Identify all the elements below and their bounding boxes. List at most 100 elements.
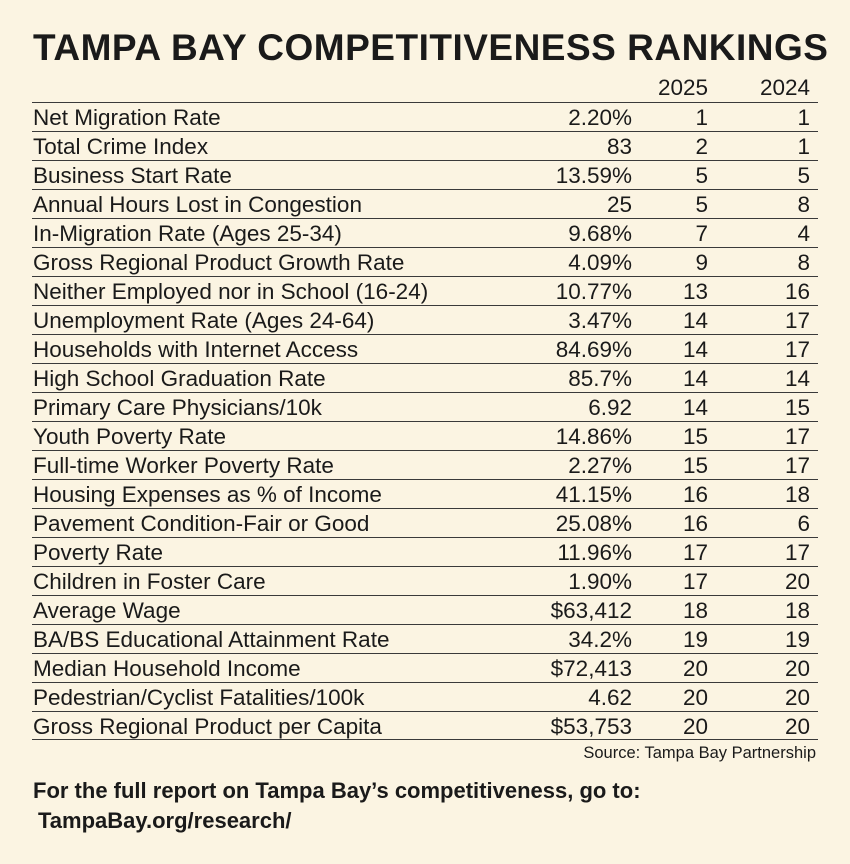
row-label: Households with Internet Access [33, 337, 359, 362]
row-value: 41.15% [555, 482, 632, 507]
row-label: Primary Care Physicians/10k [33, 395, 322, 420]
row-rank-2024: 20 [784, 569, 810, 594]
table-row: Gross Regional Product Growth Rate 4.09% 9… [32, 247, 818, 276]
table-row: Households with Internet Access 84.69% 14 1… [32, 334, 818, 363]
row-label: In-Migration Rate (Ages 25-34) [33, 221, 342, 246]
row-rank-2025: 14 [682, 395, 708, 420]
row-rank-2025: 14 [682, 308, 708, 333]
row-rank-2024: 17 [784, 337, 810, 362]
row-rank-2025: 1 [695, 105, 708, 130]
row-label: Housing Expenses as % of Income [33, 482, 382, 507]
row-value: 85.7% [568, 366, 632, 391]
row-value: 13.59% [555, 163, 632, 188]
row-value: 84.69% [555, 337, 632, 362]
row-value: 25 [606, 192, 632, 217]
row-rank-2025: 16 [682, 511, 708, 536]
row-rank-2024: 14 [784, 366, 810, 391]
row-rank-2024: 20 [784, 685, 810, 710]
table-row: Poverty Rate 11.96% 17 17 [32, 537, 818, 566]
row-rank-2024: 15 [784, 395, 810, 420]
row-label: Neither Employed nor in School (16-24) [33, 279, 429, 304]
row-rank-2024: 17 [784, 540, 810, 565]
row-label: Total Crime Index [33, 134, 209, 159]
table-row: Primary Care Physicians/10k 6.92 14 15 [32, 392, 818, 421]
footer-note: For the full report on Tampa Bay’s compe… [33, 776, 641, 836]
table-row: Pavement Condition-Fair or Good 25.08% 16 6 [32, 508, 818, 537]
row-rank-2025: 2 [695, 134, 708, 159]
row-value: 4.62 [588, 685, 632, 710]
row-rank-2024: 6 [797, 511, 810, 536]
row-label: Gross Regional Product per Capita [33, 714, 382, 739]
table-row: Unemployment Rate (Ages 24-64) 3.47% 14 17 [32, 305, 818, 334]
row-rank-2024: 19 [784, 627, 810, 652]
row-rank-2024: 8 [797, 192, 810, 217]
row-rank-2024: 5 [797, 163, 810, 188]
row-rank-2024: 17 [784, 308, 810, 333]
row-rank-2025: 19 [682, 627, 708, 652]
row-label: Net Migration Rate [33, 105, 221, 130]
column-header-2024: 2024 [759, 75, 810, 100]
table-row: Neither Employed nor in School (16-24) 10… [32, 276, 818, 305]
row-rank-2025: 17 [682, 540, 708, 565]
table-row: Children in Foster Care 1.90% 17 20 [32, 566, 818, 595]
table-row: Business Start Rate 13.59% 5 5 [32, 160, 818, 189]
row-value: 3.47% [568, 308, 632, 333]
row-rank-2024: 16 [784, 279, 810, 304]
row-value: $72,413 [550, 656, 632, 681]
table-body: Net Migration Rate 2.20% 1 1 Total Crime Ind… [32, 102, 818, 740]
row-rank-2025: 20 [682, 656, 708, 681]
rankings-table: 2025 2024 Net Migration Rate 2.20% 1 1 Total… [32, 72, 818, 740]
row-rank-2024: 20 [784, 714, 810, 739]
column-header-2025: 2025 [657, 75, 708, 100]
row-rank-2025: 17 [682, 569, 708, 594]
row-rank-2024: 17 [784, 424, 810, 449]
table-row: Median Household Income $72,413 20 20 [32, 653, 818, 682]
row-label: Unemployment Rate (Ages 24-64) [33, 308, 375, 333]
table-row: Pedestrian/Cyclist Fatalities/100k 4.62 20… [32, 682, 818, 711]
row-rank-2024: 18 [784, 482, 810, 507]
row-rank-2024: 20 [784, 656, 810, 681]
row-label: Pedestrian/Cyclist Fatalities/100k [33, 685, 365, 710]
row-value: 14.86% [555, 424, 632, 449]
row-label: Annual Hours Lost in Congestion [33, 192, 362, 217]
row-value: $63,412 [550, 598, 632, 623]
row-label: Average Wage [33, 598, 181, 623]
row-rank-2025: 18 [682, 598, 708, 623]
row-label: Gross Regional Product Growth Rate [33, 250, 405, 275]
page-title: TAMPA BAY COMPETITIVENESS RANKINGS [33, 27, 829, 68]
row-rank-2024: 17 [784, 453, 810, 478]
row-label: Pavement Condition-Fair or Good [33, 511, 370, 536]
row-rank-2025: 15 [682, 424, 708, 449]
row-value: 2.27% [568, 453, 632, 478]
row-rank-2024: 4 [797, 221, 810, 246]
row-rank-2024: 18 [784, 598, 810, 623]
row-rank-2025: 5 [695, 192, 708, 217]
row-rank-2025: 16 [682, 482, 708, 507]
row-value: 10.77% [555, 279, 632, 304]
row-label: High School Graduation Rate [33, 366, 326, 391]
table-row: Average Wage $63,412 18 18 [32, 595, 818, 624]
table-row: Total Crime Index 83 2 1 [32, 131, 818, 160]
row-value: 9.68% [568, 221, 632, 246]
row-rank-2025: 5 [695, 163, 708, 188]
table-row: Youth Poverty Rate 14.86% 15 17 [32, 421, 818, 450]
row-value: 1.90% [568, 569, 632, 594]
row-label: Poverty Rate [33, 540, 164, 565]
table-row: Full-time Worker Poverty Rate 2.27% 15 17 [32, 450, 818, 479]
row-rank-2025: 15 [682, 453, 708, 478]
row-label: Youth Poverty Rate [33, 424, 227, 449]
table-row: Housing Expenses as % of Income 41.15% 16 1… [32, 479, 818, 508]
row-value: $53,753 [550, 714, 632, 739]
row-rank-2025: 14 [682, 337, 708, 362]
row-value: 2.20% [568, 105, 632, 130]
footer-link[interactable]: TampaBay.org/research/ [38, 808, 292, 833]
row-value: 25.08% [555, 511, 632, 536]
row-label: BA/BS Educational Attainment Rate [33, 627, 390, 652]
source-note: Source: Tampa Bay Partnership [583, 744, 816, 762]
row-rank-2025: 7 [695, 221, 708, 246]
row-rank-2025: 20 [682, 714, 708, 739]
row-value: 11.96% [557, 540, 632, 565]
row-rank-2024: 8 [797, 250, 810, 275]
table-row: In-Migration Rate (Ages 25-34) 9.68% 7 4 [32, 218, 818, 247]
footer-text: For the full report on Tampa Bay’s compe… [33, 778, 641, 803]
